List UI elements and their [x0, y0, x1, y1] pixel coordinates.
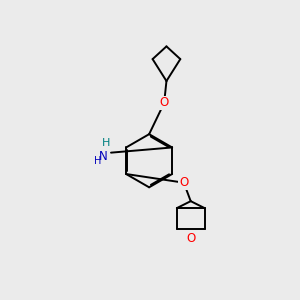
- Text: O: O: [186, 232, 195, 244]
- Text: H: H: [94, 156, 101, 167]
- Text: N: N: [99, 150, 107, 163]
- Text: H: H: [102, 138, 111, 148]
- Text: O: O: [160, 97, 169, 110]
- Text: O: O: [179, 176, 188, 189]
